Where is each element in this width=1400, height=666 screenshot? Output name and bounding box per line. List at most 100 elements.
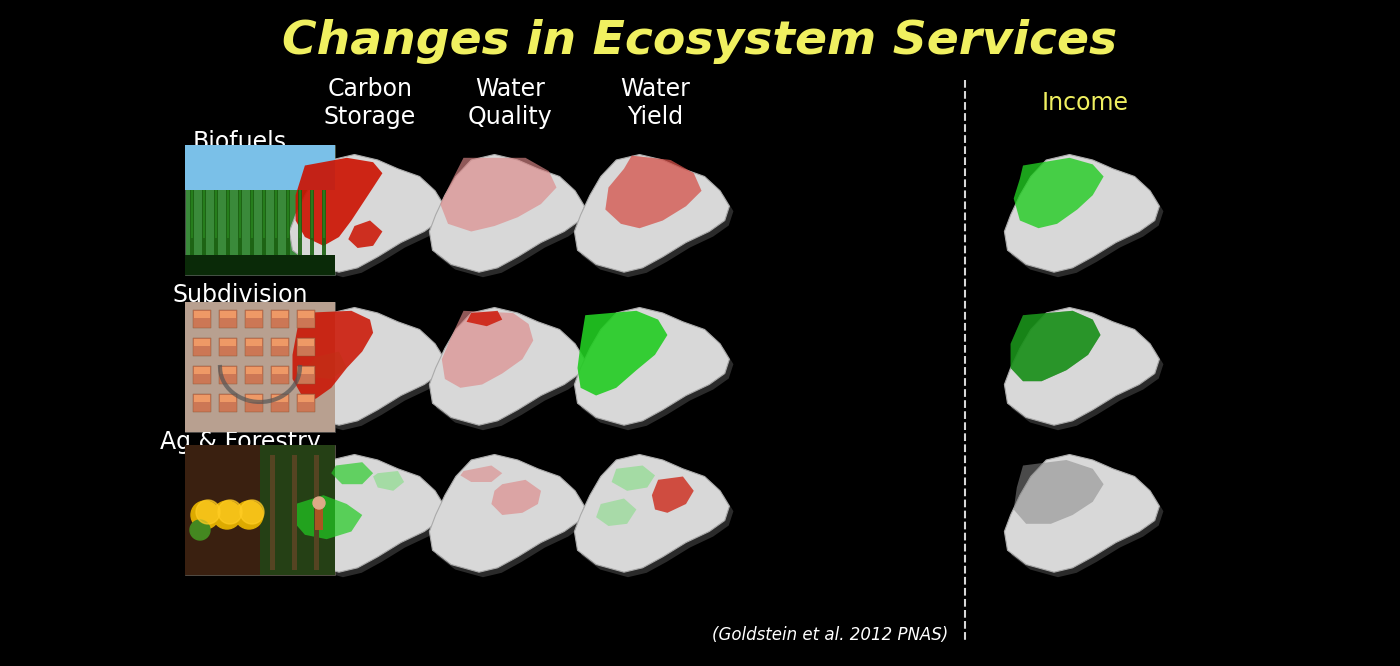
Circle shape [314, 497, 325, 509]
Bar [311, 190, 314, 238]
Polygon shape [461, 466, 503, 482]
Circle shape [239, 500, 265, 524]
Polygon shape [574, 155, 729, 272]
Bar [193, 338, 211, 356]
Polygon shape [430, 155, 584, 272]
Polygon shape [605, 156, 701, 228]
Bar [297, 338, 315, 356]
Bar [238, 190, 242, 270]
Bar [272, 339, 288, 346]
Bar [214, 190, 218, 270]
Bar [322, 190, 326, 270]
Bar [245, 310, 263, 328]
Polygon shape [466, 311, 503, 326]
Bar [193, 394, 211, 412]
Polygon shape [349, 220, 382, 248]
Bar [274, 190, 279, 270]
Bar [298, 311, 314, 318]
Bar [218, 394, 237, 412]
Bar [190, 190, 195, 270]
Polygon shape [430, 308, 584, 425]
Bar [298, 339, 314, 346]
Polygon shape [372, 471, 405, 491]
Bar [309, 190, 314, 270]
Bar [195, 395, 210, 402]
Bar [272, 311, 288, 318]
Polygon shape [574, 454, 729, 572]
Bar [297, 394, 315, 412]
Polygon shape [1004, 155, 1159, 272]
Bar [185, 445, 260, 575]
Bar [190, 190, 193, 238]
Circle shape [196, 500, 220, 524]
Bar [185, 445, 335, 575]
Polygon shape [1008, 460, 1163, 577]
Polygon shape [293, 496, 363, 539]
Polygon shape [434, 312, 588, 430]
Bar [220, 311, 237, 318]
Bar [193, 366, 211, 384]
Bar [185, 255, 335, 275]
Bar [270, 455, 274, 570]
Bar [225, 190, 230, 270]
Circle shape [190, 520, 210, 540]
Bar [246, 395, 262, 402]
Text: Carbon
Storage: Carbon Storage [323, 77, 416, 129]
Polygon shape [578, 460, 734, 577]
Bar [245, 366, 263, 384]
Bar [195, 311, 210, 318]
Bar [300, 190, 301, 238]
Bar [298, 367, 314, 374]
Bar [185, 145, 335, 275]
Bar [246, 311, 262, 318]
Circle shape [213, 501, 241, 529]
Bar [220, 395, 237, 402]
Bar [272, 395, 288, 402]
Polygon shape [574, 308, 729, 425]
Bar [251, 190, 253, 270]
Text: Ag & Forestry: Ag & Forestry [160, 430, 321, 454]
Bar [314, 455, 319, 570]
Polygon shape [612, 466, 655, 491]
Polygon shape [434, 159, 588, 277]
Polygon shape [440, 158, 557, 232]
Bar [220, 367, 237, 374]
Bar [220, 339, 237, 346]
Polygon shape [1011, 311, 1100, 381]
Bar [202, 190, 206, 270]
Polygon shape [1008, 312, 1163, 430]
Polygon shape [652, 476, 694, 513]
Text: Changes in Ecosystem Services: Changes in Ecosystem Services [283, 19, 1117, 65]
Polygon shape [294, 159, 448, 277]
Polygon shape [434, 460, 588, 577]
Polygon shape [1011, 311, 1100, 381]
Bar [272, 367, 288, 374]
Bar [193, 310, 211, 328]
Bar [239, 190, 241, 238]
Polygon shape [578, 159, 734, 277]
Bar [185, 145, 335, 190]
Bar [195, 367, 210, 374]
Polygon shape [308, 352, 347, 379]
Polygon shape [1014, 158, 1103, 228]
Circle shape [218, 500, 242, 524]
Bar [262, 190, 266, 270]
Polygon shape [442, 311, 533, 388]
Polygon shape [290, 308, 444, 425]
Circle shape [235, 501, 263, 529]
Bar [227, 190, 230, 238]
Bar [274, 190, 277, 238]
Polygon shape [290, 454, 444, 572]
Bar [218, 338, 237, 356]
Polygon shape [596, 498, 637, 526]
Polygon shape [577, 311, 668, 396]
Polygon shape [1004, 454, 1159, 572]
Bar [298, 395, 314, 402]
Bar [298, 190, 302, 270]
Text: Income: Income [1042, 91, 1128, 115]
Text: Subdivision: Subdivision [172, 283, 308, 307]
Polygon shape [295, 158, 382, 246]
Bar [245, 338, 263, 356]
Bar [245, 394, 263, 412]
Bar [323, 190, 325, 238]
